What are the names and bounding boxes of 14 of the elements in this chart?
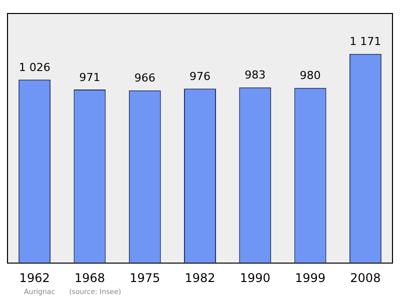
data-label: 976 [190,70,210,83]
x-tick-label: 1999 [295,270,326,285]
data-label: 966 [134,72,156,85]
x-tick-label: 1990 [240,270,270,285]
data-label: 1 026 [18,61,50,74]
data-label: 1 171 [350,35,382,48]
x-tick-label: 1982 [184,270,216,285]
data-label: 983 [244,68,266,82]
x-tick-label: 1975 [130,270,160,285]
x-tick-label: 1968 [74,270,105,285]
data-label: 980 [300,69,321,82]
x-tick-label: 1962 [19,270,50,285]
x-tick-label: 2008 [350,270,381,285]
data-label: 971 [79,70,100,84]
